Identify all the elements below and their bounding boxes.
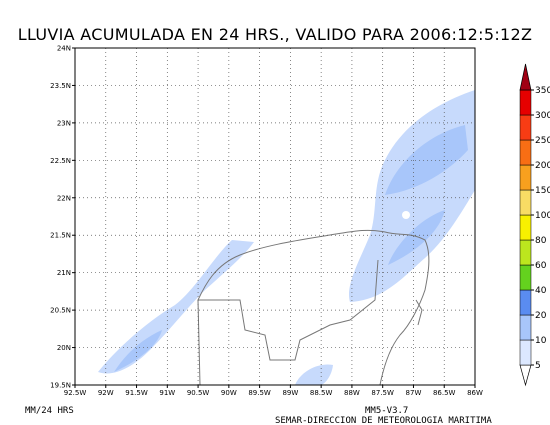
colorbar-block: [519, 264, 532, 291]
colorbar-label: 40: [535, 286, 547, 296]
lat-label: 24N: [57, 45, 71, 53]
rain-light: [295, 364, 333, 385]
colorbar-label: 80: [535, 236, 547, 246]
rain-gap: [402, 211, 410, 219]
rain-light: [98, 240, 254, 374]
colorbar-label: 350: [535, 86, 550, 96]
island: [415, 299, 423, 326]
rain-medium: [385, 125, 468, 195]
colorbar-label: 20: [535, 311, 547, 321]
footer-left: MM/24 HRS: [25, 406, 74, 416]
lon-label: 90W: [221, 389, 237, 397]
colorbar-label: 150: [535, 186, 550, 196]
colorbar-block: [519, 189, 532, 216]
footer-source: SEMAR-DIRECCION DE METEOROLOGIA MARITIMA: [275, 416, 492, 425]
lat-label: 23N: [57, 119, 71, 127]
lon-label: 87.5W: [371, 389, 394, 397]
lon-label: 88.5W: [310, 389, 333, 397]
rain-light: [349, 90, 475, 302]
colorbar-label: 200: [535, 161, 550, 171]
colorbar-label: 60: [535, 261, 547, 271]
colorbar-block: [519, 114, 532, 141]
lon-label: 92.5W: [64, 389, 87, 397]
rain-contours: [98, 90, 475, 385]
lon-label: 91W: [159, 389, 175, 397]
lat-label: 20N: [57, 344, 71, 352]
coastline: [197, 229, 430, 386]
lat-label: 19.5N: [50, 382, 71, 390]
title: LLUVIA ACUMULADA EN 24 HRS., VALIDO PARA…: [18, 25, 533, 44]
colorbar-label: 5: [535, 361, 541, 371]
lat-label: 20.5N: [50, 307, 71, 315]
colorbar-high: [519, 63, 532, 91]
colorbar-block: [519, 339, 532, 366]
lon-label: 90.5W: [187, 389, 210, 397]
coast: [197, 229, 430, 386]
rain-medium: [114, 330, 162, 372]
lon-label: 88W: [344, 389, 360, 397]
lon-label: 87W: [406, 389, 422, 397]
border: [198, 259, 379, 361]
colorbar-block: [519, 89, 532, 116]
lat-label: 23.5N: [50, 82, 71, 90]
colorbar-block: [519, 289, 532, 316]
colorbar-block: [519, 164, 532, 191]
colorbar-label: 300: [535, 111, 550, 121]
lat-label: 21N: [57, 269, 71, 277]
lon-label: 91.5W: [125, 389, 148, 397]
colorbar: 5 10 20 40 60 80 100 150 200 250 300 350: [519, 63, 550, 387]
map-frame: [74, 47, 476, 386]
lon-label: 86.5W: [433, 389, 456, 397]
lat-label: 21.5N: [50, 232, 71, 240]
lon-label: 89.5W: [248, 389, 271, 397]
colorbar-low: [519, 364, 532, 387]
lon-label: 86W: [467, 389, 483, 397]
colorbar-block: [519, 239, 532, 266]
lat-label: 22.5N: [50, 157, 71, 165]
lon-label: 89W: [282, 389, 298, 397]
lon-label: 92W: [98, 389, 114, 397]
footer-model: MM5-V3.7: [365, 406, 408, 416]
colorbar-label: 100: [535, 211, 550, 221]
colorbar-block: [519, 139, 532, 166]
lat-label: 22N: [57, 194, 71, 202]
rain-medium: [388, 210, 445, 265]
colorbar-block: [519, 214, 532, 241]
grid: 92.5W 92W 91.5W 91W 90.5W 90W 89.5W 89W 88.5W 88W…: [50, 45, 483, 398]
colorbar-label: 10: [535, 336, 547, 346]
colorbar-block: [519, 314, 532, 341]
colorbar-label: 250: [535, 136, 550, 146]
